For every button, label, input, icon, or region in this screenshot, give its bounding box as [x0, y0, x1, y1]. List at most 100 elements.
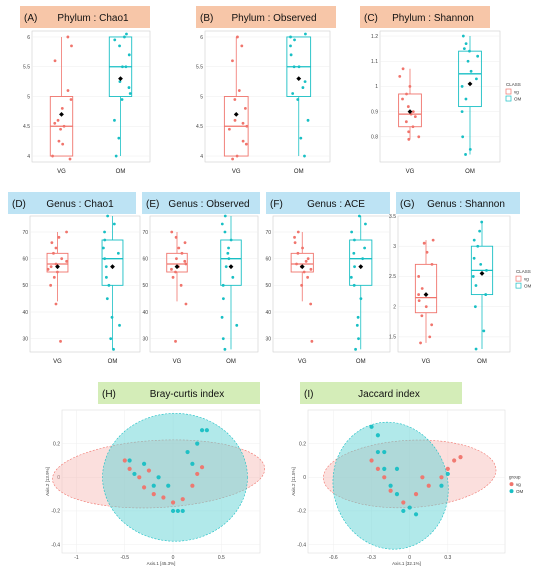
data-point — [460, 85, 464, 88]
y-tick-label: 30 — [142, 336, 148, 342]
data-point — [245, 124, 249, 128]
box-om — [108, 32, 133, 158]
plot-area — [29, 215, 141, 353]
data-point — [394, 492, 400, 497]
legend-label: OM — [516, 489, 524, 494]
x-category-label: VG — [406, 169, 415, 175]
data-point — [226, 251, 230, 255]
data-point — [482, 329, 486, 333]
data-point — [224, 265, 228, 269]
data-point — [303, 80, 307, 84]
x-category-label: OM — [356, 359, 366, 365]
data-point — [353, 238, 356, 242]
data-point — [227, 127, 231, 131]
y-tick-label: 2.5 — [389, 274, 396, 280]
data-point — [375, 449, 381, 455]
data-point — [53, 59, 57, 63]
y-tick-label: 5 — [27, 94, 30, 100]
legend-swatch — [509, 489, 514, 494]
data-point — [54, 246, 58, 250]
data-point — [394, 466, 400, 471]
data-point — [183, 241, 187, 245]
data-point — [420, 475, 425, 480]
y-tick-label: 6 — [27, 35, 30, 41]
y-tick-label: -0.4 — [51, 542, 60, 548]
y-tick-label: 5.5 — [23, 65, 30, 71]
box-iqr — [458, 50, 482, 108]
data-point — [439, 475, 444, 480]
x-category-label: VG — [298, 359, 307, 365]
data-point — [237, 89, 241, 92]
y-tick-label: -0.2 — [297, 509, 306, 515]
y-tick-label: 60 — [22, 256, 28, 262]
box-vg — [414, 238, 438, 345]
data-point — [352, 251, 356, 255]
box-vg — [166, 230, 188, 343]
data-point — [420, 287, 424, 290]
data-point — [301, 246, 304, 250]
data-point — [117, 136, 121, 140]
data-point — [289, 53, 293, 57]
panel-header — [360, 6, 490, 28]
legend-swatch — [505, 95, 512, 102]
data-point — [309, 267, 313, 271]
data-point — [190, 461, 195, 466]
panel-header — [300, 382, 462, 404]
data-point — [426, 483, 431, 488]
x-category-label: OM — [116, 169, 126, 175]
x-axis-label: Axis.1 [32.1%] — [392, 561, 421, 566]
data-point — [296, 98, 300, 101]
data-point — [113, 118, 116, 122]
panel-title: Phylum : Observed — [231, 13, 316, 24]
panel-title: Genus : Chao1 — [46, 199, 114, 210]
data-point — [471, 275, 475, 278]
data-point — [113, 38, 117, 42]
data-point — [356, 315, 360, 319]
data-point — [297, 65, 301, 69]
y-tick-label: 4 — [27, 154, 30, 160]
x-category-label: OM — [108, 359, 118, 365]
data-point — [291, 92, 295, 95]
data-point — [306, 118, 310, 122]
data-point — [175, 257, 178, 261]
data-point — [428, 335, 432, 339]
data-point — [413, 512, 419, 517]
box-om — [286, 32, 312, 158]
data-point — [350, 230, 354, 234]
data-point — [401, 67, 405, 71]
data-point — [170, 500, 176, 505]
panel-title: Phylum : Chao1 — [57, 13, 129, 24]
plot-area — [149, 215, 259, 353]
data-point — [141, 461, 147, 466]
y-tick-label: 50 — [265, 283, 271, 289]
data-point — [359, 297, 363, 301]
data-point — [185, 449, 190, 455]
data-point — [304, 259, 308, 263]
data-point — [398, 74, 402, 78]
data-point — [361, 257, 365, 261]
data-point — [476, 244, 480, 248]
data-point — [473, 305, 477, 309]
x-tick-label: 0 — [408, 555, 411, 561]
box-iqr — [166, 252, 188, 273]
data-point — [425, 250, 429, 254]
box-panel: (G) Genus : Shannon 1.5 2 2.5 3 3.5 VG OM CLASS vg… — [389, 192, 532, 365]
data-point — [353, 265, 356, 269]
data-point — [190, 483, 195, 488]
legend-label: vg — [514, 89, 519, 94]
data-point — [199, 428, 205, 433]
panel-title: Jaccard index — [358, 389, 420, 400]
panel-title: Bray-curtis index — [150, 389, 224, 400]
data-point — [375, 466, 381, 471]
y-tick-label: 60 — [142, 256, 148, 262]
y-tick-label: 50 — [22, 283, 28, 289]
data-point — [177, 246, 181, 250]
y-tick-label: 40 — [22, 310, 28, 316]
data-point — [231, 275, 235, 279]
data-point — [65, 259, 69, 263]
data-point — [112, 347, 115, 351]
data-point — [146, 468, 152, 473]
data-point — [180, 508, 185, 514]
data-point — [472, 238, 476, 242]
